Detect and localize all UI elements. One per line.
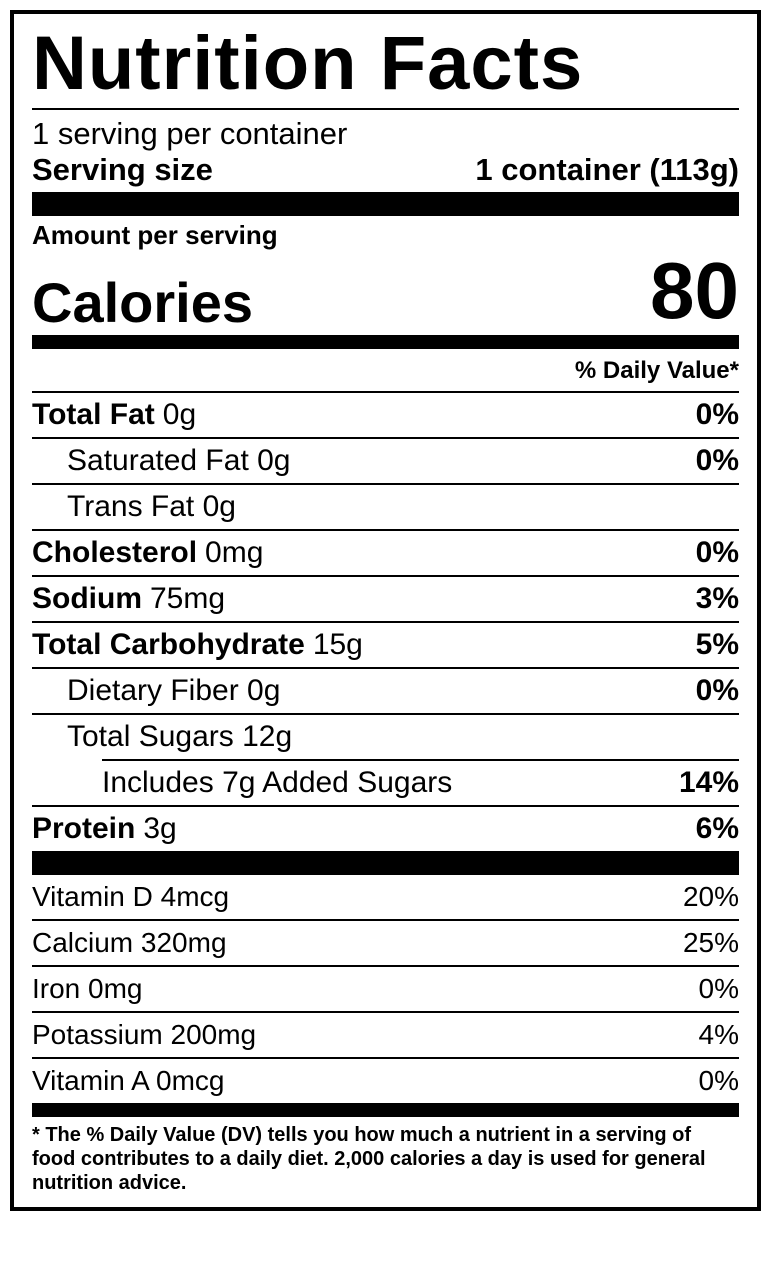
calories-label: Calories <box>32 275 253 331</box>
nutrient-name: Dietary Fiber 0g <box>67 674 280 708</box>
nutrient-name: Includes 7g Added Sugars <box>102 766 452 800</box>
nutrient-trans-fat: Trans Fat 0g <box>32 485 739 531</box>
nutrient-amount: 15g <box>313 628 363 662</box>
nutrient-total-carb: Total Carbohydrate 15g 5% <box>32 623 739 669</box>
nutrient-name: Total Fat <box>32 398 155 432</box>
nutrient-cholesterol: Cholesterol 0mg 0% <box>32 531 739 577</box>
vitamin-text: Potassium 200mg <box>32 1019 256 1051</box>
nutrient-amount: 75mg <box>150 582 225 616</box>
vitamin-a-row: Vitamin A 0mcg 0% <box>32 1059 739 1103</box>
nutrient-saturated-fat: Saturated Fat 0g 0% <box>32 439 739 485</box>
calories-row: Calories 80 <box>32 251 739 335</box>
vitamin-dv: 25% <box>683 927 739 959</box>
vitamin-text: Vitamin D 4mcg <box>32 881 229 913</box>
amount-per-serving: Amount per serving <box>32 216 739 251</box>
iron-row: Iron 0mg 0% <box>32 967 739 1013</box>
nutrient-dv: 0% <box>696 444 739 478</box>
vitamin-text: Calcium 320mg <box>32 927 227 959</box>
nutrient-name: Trans Fat 0g <box>67 490 236 524</box>
serving-size-label: Serving size <box>32 152 213 188</box>
daily-value-header: % Daily Value* <box>32 349 739 393</box>
nutrient-name: Sodium <box>32 582 142 616</box>
nutrient-amount: 0mg <box>205 536 263 570</box>
calories-value: 80 <box>650 251 739 331</box>
nutrient-sodium: Sodium 75mg 3% <box>32 577 739 623</box>
calcium-row: Calcium 320mg 25% <box>32 921 739 967</box>
divider-medium <box>32 335 739 349</box>
nutrition-facts-label: Nutrition Facts 1 serving per container … <box>10 10 761 1211</box>
vitamin-dv: 0% <box>699 1065 739 1097</box>
nutrient-name: Saturated Fat 0g <box>67 444 290 478</box>
potassium-row: Potassium 200mg 4% <box>32 1013 739 1059</box>
vitamin-dv: 20% <box>683 881 739 913</box>
vitamin-d-row: Vitamin D 4mcg 20% <box>32 875 739 921</box>
divider-medium <box>32 1103 739 1117</box>
vitamin-text: Vitamin A 0mcg <box>32 1065 224 1097</box>
vitamin-dv: 0% <box>699 973 739 1005</box>
nutrient-dv: 5% <box>696 628 739 662</box>
serving-size-value: 1 container (113g) <box>475 152 739 188</box>
nutrient-name: Total Carbohydrate <box>32 628 305 662</box>
nutrient-dv: 0% <box>696 398 739 432</box>
nutrient-total-fat: Total Fat 0g 0% <box>32 393 739 439</box>
vitamin-text: Iron 0mg <box>32 973 143 1005</box>
servings-per-container: 1 serving per container <box>32 110 739 152</box>
nutrient-dv: 6% <box>696 812 739 846</box>
footnote: * The % Daily Value (DV) tells you how m… <box>32 1117 739 1195</box>
divider-thick <box>32 851 739 875</box>
vitamin-dv: 4% <box>699 1019 739 1051</box>
nutrient-dv: 3% <box>696 582 739 616</box>
title: Nutrition Facts <box>32 26 739 110</box>
nutrient-dv: 0% <box>696 536 739 570</box>
nutrient-dv: 14% <box>679 766 739 800</box>
nutrient-name: Total Sugars 12g <box>67 720 292 754</box>
nutrient-amount: 3g <box>143 812 176 846</box>
nutrient-total-sugars: Total Sugars 12g <box>32 715 739 759</box>
divider-thick <box>32 192 739 216</box>
nutrient-dv: 0% <box>696 674 739 708</box>
nutrient-added-sugars: Includes 7g Added Sugars 14% <box>32 761 739 807</box>
nutrient-name: Protein <box>32 812 135 846</box>
nutrient-dietary-fiber: Dietary Fiber 0g 0% <box>32 669 739 715</box>
serving-size-row: Serving size 1 container (113g) <box>32 152 739 192</box>
nutrient-amount: 0g <box>163 398 196 432</box>
nutrient-protein: Protein 3g 6% <box>32 807 739 851</box>
nutrient-name: Cholesterol <box>32 536 197 570</box>
